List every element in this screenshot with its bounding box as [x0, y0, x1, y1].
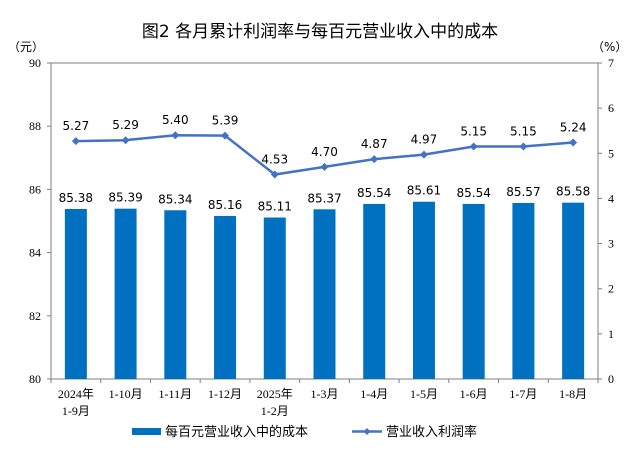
- x-axis-tick-label: 1-7月: [509, 387, 537, 401]
- right-axis-tick-label: 5: [608, 146, 614, 160]
- left-axis-tick-label: 80: [29, 372, 41, 386]
- bar-data-label: 85.34: [158, 192, 192, 206]
- bar-data-label: 85.39: [108, 191, 142, 205]
- line-point-marker: [270, 170, 279, 179]
- bar-data-label: 85.61: [407, 184, 441, 198]
- bar-data-label: 85.54: [357, 186, 391, 200]
- line-data-label: 4.87: [361, 137, 388, 151]
- bar-data-label: 85.11: [258, 200, 292, 214]
- line-point-marker: [221, 131, 230, 140]
- line-point-marker: [320, 162, 329, 171]
- x-axis-tick-label: 1-4月: [360, 387, 388, 401]
- x-axis-tick-label: 1-3月: [311, 387, 339, 401]
- bar: [512, 202, 535, 379]
- left-axis-tick-label: 82: [29, 309, 41, 323]
- right-axis-tick-label: 6: [608, 101, 614, 115]
- bar: [562, 202, 585, 379]
- x-axis-tick-label: 1-8月: [559, 387, 587, 401]
- legend-bar-label: 每百元营业收入中的成本: [165, 424, 308, 440]
- line-point-marker: [121, 136, 130, 145]
- line-data-label: 5.15: [460, 125, 487, 139]
- legend: 每百元营业收入中的成本 营业收入利润率: [132, 424, 477, 440]
- bar: [214, 215, 237, 379]
- left-axis-tick-label: 88: [29, 119, 41, 133]
- bar: [64, 208, 87, 379]
- x-axis-tick-label: 2025年 1-2月: [257, 387, 293, 418]
- bar: [412, 201, 435, 379]
- x-axis-tick-label: 1-10月: [109, 387, 143, 401]
- line-data-label: 5.39: [212, 114, 239, 128]
- right-axis-tick-label: 2: [608, 282, 614, 296]
- right-axis-tick-label: 3: [608, 237, 614, 251]
- line-data-label: 4.70: [311, 145, 338, 159]
- right-axis-tick-label: 7: [608, 56, 614, 70]
- line-data-label: 5.24: [560, 120, 587, 134]
- bar-data-label: 85.57: [506, 185, 540, 199]
- line-data-label: 5.27: [63, 119, 90, 133]
- bar-data-label: 85.16: [208, 198, 242, 212]
- line-point-marker: [419, 150, 428, 159]
- line-data-label: 4.97: [411, 133, 438, 147]
- right-axis-tick-label: 0: [608, 372, 614, 386]
- right-axis-unit: （%）: [592, 40, 627, 54]
- x-axis-tick-label: 2024年 1-9月: [58, 387, 94, 418]
- bar-data-label: 85.54: [457, 186, 491, 200]
- bar-data-label: 85.38: [59, 191, 93, 205]
- right-axis-tick-label: 4: [608, 191, 614, 205]
- line-data-label: 5.40: [162, 113, 189, 127]
- bar: [363, 203, 386, 379]
- bar-data-label: 85.37: [307, 191, 341, 205]
- chart-title: 图2 各月累计利润率与每百元营业收入中的成本: [142, 22, 498, 42]
- bar: [164, 210, 187, 379]
- x-axis-tick-label: 1-5月: [410, 387, 438, 401]
- legend-line-label: 营业收入利润率: [386, 424, 477, 440]
- line-data-label: 4.53: [261, 153, 288, 167]
- bar: [462, 203, 485, 379]
- bar: [313, 209, 336, 379]
- left-axis-unit: （元）: [8, 40, 44, 54]
- bar: [263, 217, 286, 379]
- legend-line-marker: [363, 428, 371, 435]
- right-axis-tick-label: 1: [608, 327, 614, 341]
- bar: [114, 208, 137, 379]
- line-point-marker: [370, 155, 379, 164]
- left-axis-tick-label: 84: [29, 246, 41, 260]
- x-axis-tick-label: 1-12月: [208, 387, 242, 401]
- left-axis-tick-label: 90: [29, 56, 41, 70]
- left-axis-tick-label: 86: [29, 182, 41, 196]
- line-point-marker: [519, 142, 528, 151]
- legend-bar-swatch: [132, 428, 161, 435]
- x-axis-tick-label: 1-11月: [159, 387, 193, 401]
- line-point-marker: [569, 138, 578, 147]
- bar-data-label: 85.58: [556, 185, 590, 199]
- line-data-label: 5.15: [510, 125, 537, 139]
- x-axis-tick-label: 1-6月: [460, 387, 488, 401]
- line-point-marker: [71, 137, 80, 146]
- line-data-label: 5.29: [112, 118, 139, 132]
- line-point-marker: [469, 142, 478, 151]
- line-point-marker: [171, 131, 180, 140]
